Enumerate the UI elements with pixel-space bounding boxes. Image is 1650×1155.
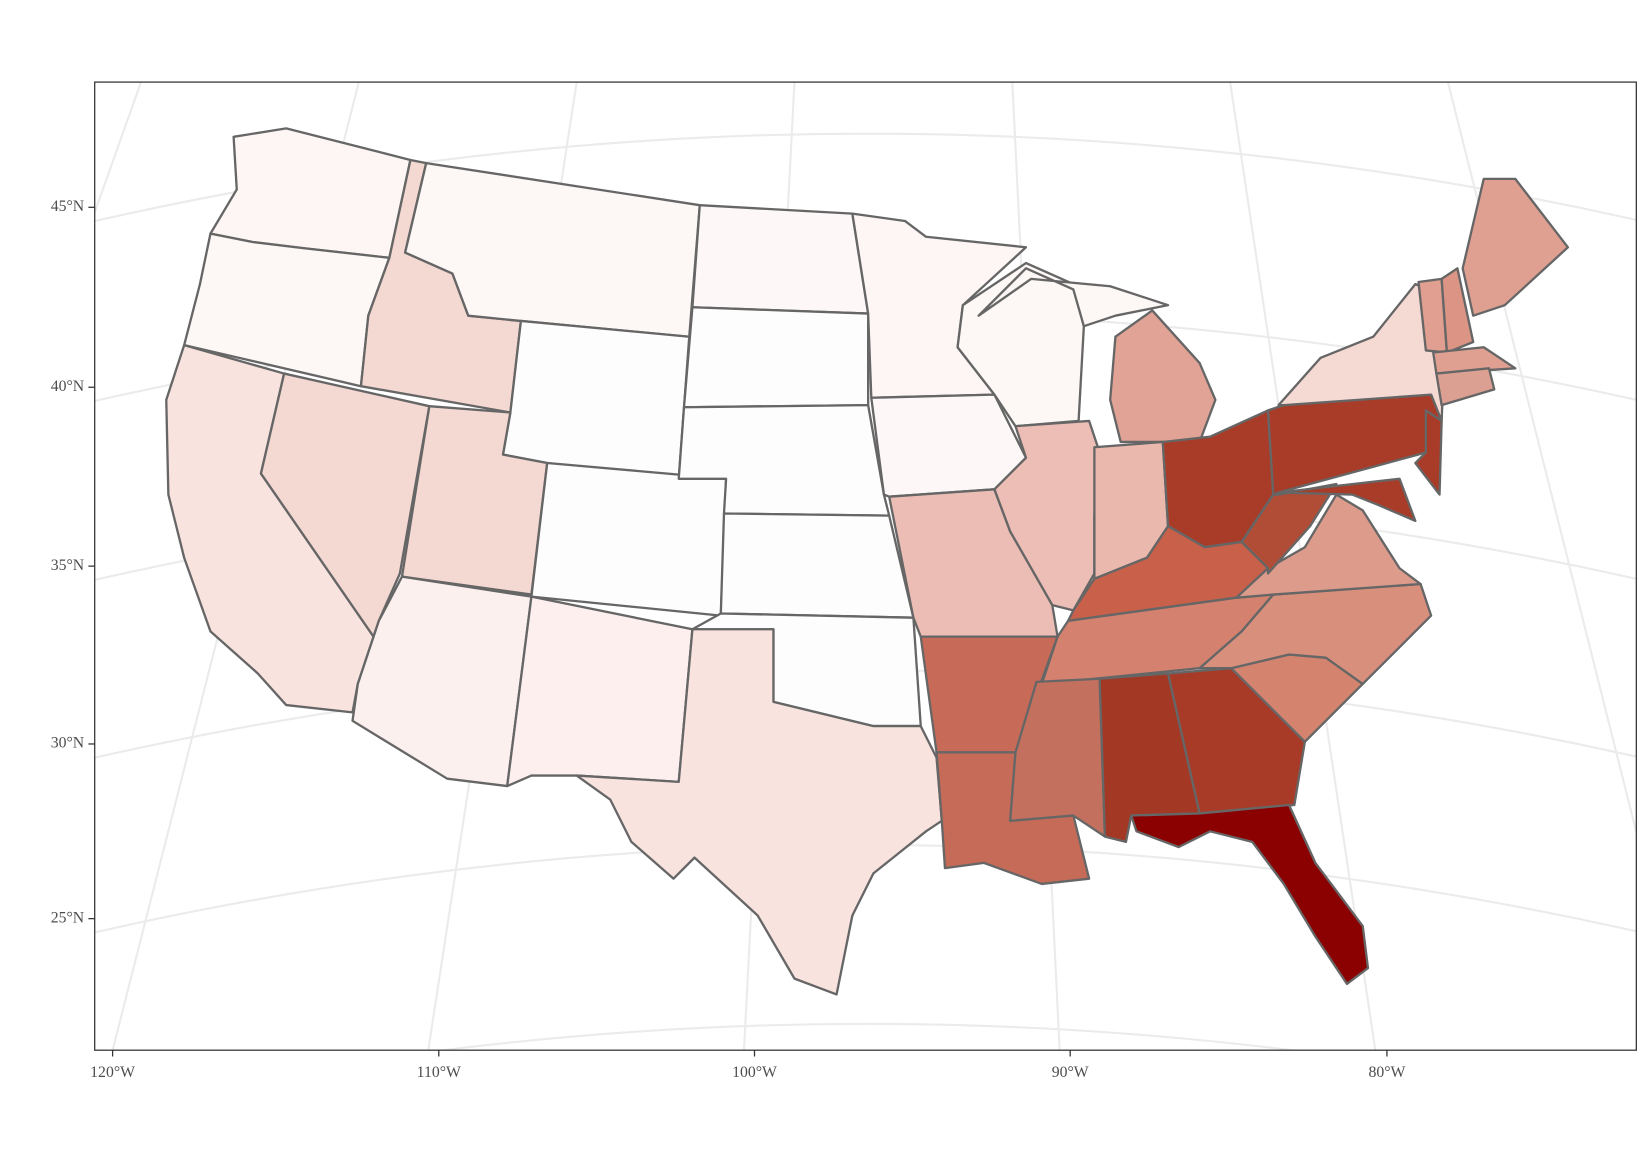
state xyxy=(691,204,870,315)
state xyxy=(1414,409,1443,496)
state xyxy=(501,319,691,480)
state xyxy=(1440,267,1475,354)
state xyxy=(575,628,943,996)
states xyxy=(165,127,1570,996)
x-tick-label: 110°W xyxy=(417,1064,461,1081)
state xyxy=(1277,477,1417,523)
x-tick-label: 90°W xyxy=(1052,1064,1089,1081)
state xyxy=(719,512,915,619)
state xyxy=(1432,346,1517,375)
state xyxy=(1461,177,1570,317)
state xyxy=(1109,309,1217,444)
y-tick-label: 30°N xyxy=(51,735,85,752)
y-tick-label: 40°N xyxy=(51,378,85,395)
state xyxy=(977,267,1170,328)
ticks: 45°N 40°N 35°N 30°N 25°N 120°W 110°W 100°W 90°W 8… xyxy=(51,198,1406,1081)
state xyxy=(682,306,870,409)
y-tick-label: 25°N xyxy=(51,909,85,926)
state xyxy=(506,595,694,788)
x-tick-label: 100°W xyxy=(732,1064,777,1081)
x-tick-label: 120°W xyxy=(90,1064,135,1081)
state xyxy=(1198,582,1433,686)
state xyxy=(1435,367,1496,407)
parallel xyxy=(435,1022,1300,1051)
state xyxy=(530,461,728,617)
state xyxy=(1130,803,1370,986)
y-tick-label: 35°N xyxy=(51,557,85,574)
y-tick-label: 45°N xyxy=(51,198,85,215)
x-tick-label: 80°W xyxy=(1368,1064,1405,1081)
